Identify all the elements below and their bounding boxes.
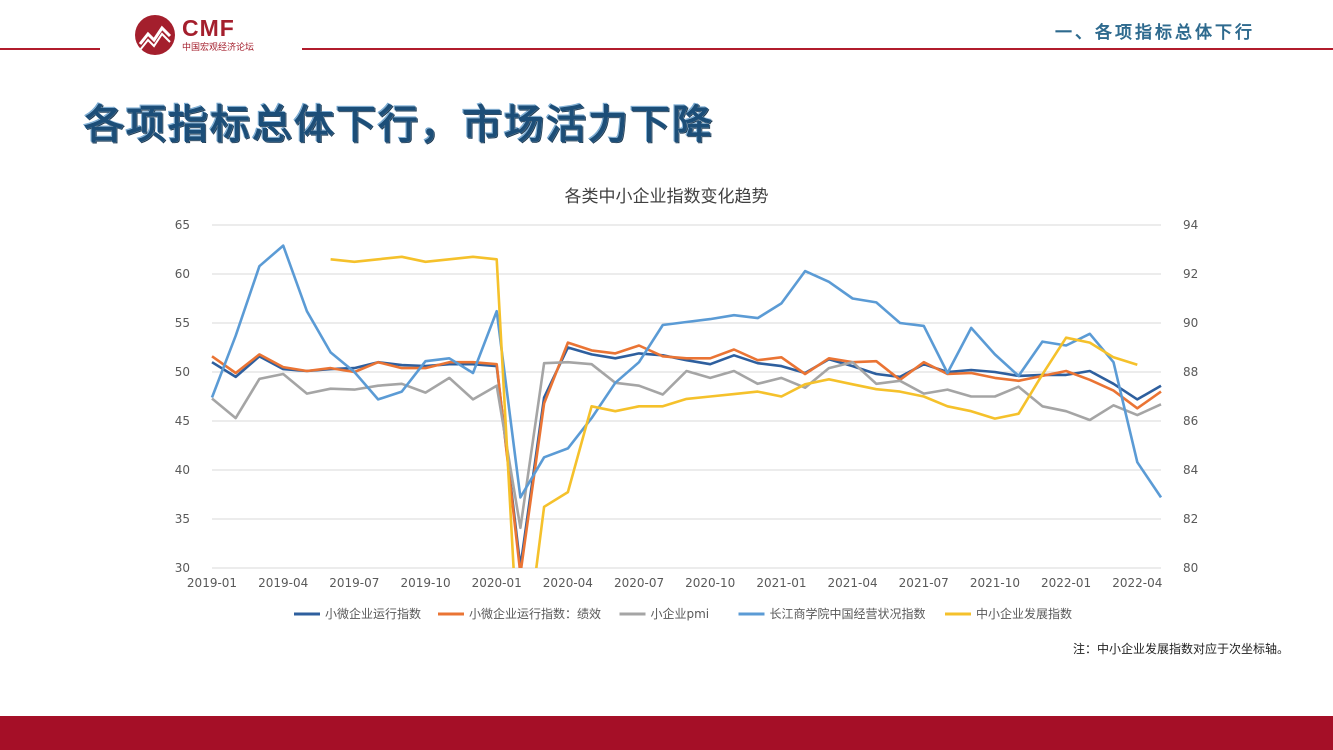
x-tick-label: 2022-04 (1112, 576, 1162, 590)
page-title: 各项指标总体下行，市场活力下降 (84, 102, 714, 148)
x-tick-label: 2021-01 (756, 576, 806, 590)
x-tick-label: 2020-01 (472, 576, 522, 590)
y-left-tick-label: 45 (175, 414, 190, 428)
series-line (211, 341, 1162, 568)
x-tick-label: 2022-01 (1041, 576, 1091, 590)
x-tick-label: 2019-07 (329, 576, 379, 590)
x-tick-label: 2019-01 (187, 576, 237, 590)
logo-emblem-icon (135, 15, 175, 55)
legend-label: 长江商学院中国经营状况指数 (770, 606, 926, 621)
cmf-logo: CMF 中国宏观经济论坛 (134, 14, 274, 58)
series-line (211, 360, 1162, 530)
y-left-tick-label: 40 (175, 463, 190, 477)
y-right-tick-label: 94 (1183, 218, 1198, 232)
series-line (210, 244, 1163, 499)
y-right-tick-label: 86 (1183, 414, 1198, 428)
section-label: 一、各项指标总体下行 (1055, 23, 1255, 43)
chart-note: 注：中小企业发展指数对应于次坐标轴。 (1072, 642, 1289, 656)
x-tick-label: 2019-04 (258, 576, 308, 590)
y-left-tick-label: 55 (175, 316, 190, 330)
legend-label: 小微企业运行指数 (325, 606, 421, 621)
legend-label: 中小企业发展指数 (976, 606, 1072, 621)
footer-bar (0, 716, 1333, 750)
x-tick-label: 2020-10 (685, 576, 735, 590)
x-tick-label: 2021-10 (970, 576, 1020, 590)
x-tick-label: 2020-07 (614, 576, 664, 590)
y-left-tick-label: 30 (175, 561, 190, 575)
y-right-tick-label: 80 (1183, 561, 1198, 575)
header-rule-left (0, 48, 100, 50)
series-line (330, 255, 1138, 568)
x-tick-label: 2020-04 (543, 576, 593, 590)
x-tick-label: 2021-04 (828, 576, 878, 590)
y-left-tick-label: 65 (175, 218, 190, 232)
logo-subtitle: 中国宏观经济论坛 (182, 43, 255, 53)
y-right-tick-label: 88 (1183, 365, 1198, 379)
y-right-tick-label: 92 (1183, 267, 1198, 281)
y-left-tick-label: 60 (175, 267, 190, 281)
y-right-tick-label: 82 (1183, 512, 1198, 526)
header-rule-right (302, 48, 1333, 50)
y-right-tick-label: 84 (1183, 463, 1198, 477)
y-right-tick-label: 90 (1183, 316, 1198, 330)
logo-text: CMF (182, 15, 235, 41)
legend-label: 小微企业运行指数：绩效 (469, 606, 601, 621)
legend-label: 小企业pmi (651, 606, 710, 621)
y-left-tick-label: 50 (175, 365, 190, 379)
x-tick-label: 2021-07 (899, 576, 949, 590)
y-left-tick-label: 35 (175, 512, 190, 526)
x-tick-label: 2019-10 (400, 576, 450, 590)
chart-title: 各类中小企业指数变化趋势 (564, 187, 769, 207)
